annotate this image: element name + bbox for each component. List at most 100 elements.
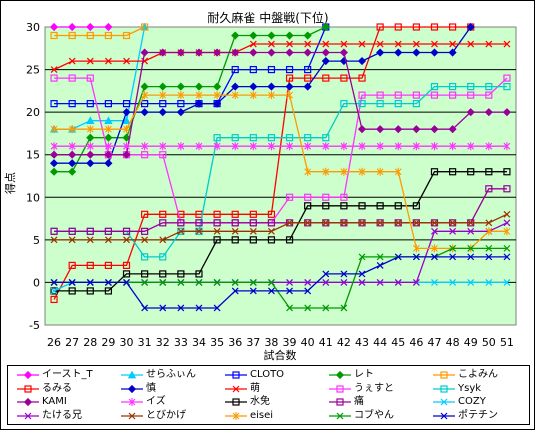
data-point: [322, 304, 330, 312]
data-point: [503, 185, 511, 193]
data-point: [249, 65, 257, 74]
data-point: [358, 219, 366, 227]
data-point: [358, 167, 366, 176]
data-point: [340, 40, 348, 48]
data-point: [376, 219, 384, 227]
data-point: [286, 304, 293, 312]
x-tick-label: 39: [283, 336, 297, 349]
data-point: [485, 82, 493, 91]
data-point: [503, 40, 511, 48]
data-point: [285, 74, 294, 82]
data-point: [213, 99, 222, 108]
legend-label: 萌: [250, 382, 260, 394]
data-point: [285, 48, 294, 57]
series-line: [54, 256, 507, 309]
legend-swatch: [329, 412, 351, 419]
data-point: [249, 82, 258, 91]
data-point: [430, 91, 439, 99]
data-point: [158, 48, 167, 57]
data-point: [249, 210, 257, 218]
legend-label: 痛: [354, 396, 364, 407]
x-tick-label: 49: [464, 336, 478, 349]
data-point: [466, 108, 475, 117]
data-point: [231, 91, 239, 100]
legend-marker: [440, 384, 448, 393]
data-point: [213, 134, 221, 142]
data-point: [86, 125, 94, 134]
legend-marker: [127, 384, 137, 393]
data-point: [267, 219, 276, 227]
x-tick-label: 35: [210, 336, 224, 349]
x-tick-label: 44: [373, 336, 387, 349]
data-point: [141, 151, 149, 159]
data-point: [322, 270, 330, 278]
data-point: [213, 48, 222, 57]
data-point: [304, 304, 312, 312]
data-point: [122, 31, 131, 40]
data-point: [177, 210, 185, 218]
data-point: [430, 125, 439, 134]
data-point: [268, 279, 275, 286]
data-point: [195, 270, 203, 278]
data-point: [104, 159, 113, 168]
x-tick-label: 29: [101, 336, 115, 349]
data-point: [394, 91, 402, 99]
data-point: [176, 82, 185, 91]
x-tick-label: 32: [156, 336, 170, 349]
data-point: [123, 125, 130, 134]
data-point: [412, 279, 420, 286]
series-line: [54, 26, 327, 173]
chart-title: 耐久麻雀 中盤戦(下位): [207, 10, 328, 25]
x-tick-labels: 26 27 28 29 30 31 32 33 34 35 36 37 38 39 40 41 42 43 44 45…: [47, 336, 514, 349]
data-point: [159, 253, 167, 261]
data-point: [177, 304, 185, 312]
data-point: [213, 219, 221, 227]
x-tick-label: 40: [301, 336, 315, 349]
data-point: [105, 142, 112, 151]
data-point: [68, 159, 77, 168]
data-point: [141, 279, 149, 286]
data-point: [340, 279, 348, 286]
legend-marker: [24, 384, 32, 393]
data-point: [268, 91, 275, 100]
series-line: [54, 26, 327, 105]
data-point: [340, 219, 348, 227]
data-point: [376, 261, 384, 269]
data-point: [376, 40, 384, 48]
data-point: [104, 236, 112, 244]
y-tick-label: 5: [33, 234, 40, 247]
data-point: [286, 91, 293, 100]
legend-swatch: [433, 384, 455, 393]
data-point: [394, 142, 402, 151]
data-point: [430, 168, 439, 176]
x-tick-label: 36: [228, 336, 242, 349]
legend-label: COZY: [458, 396, 486, 407]
y-tick-label: 0: [33, 276, 40, 289]
data-point: [268, 142, 275, 151]
legend-label: イースト_T: [42, 369, 93, 380]
data-point: [322, 279, 330, 286]
data-point: [231, 287, 239, 295]
data-point: [213, 142, 221, 151]
data-point: [303, 82, 312, 91]
data-point: [304, 287, 312, 295]
data-point: [158, 108, 167, 117]
data-point: [394, 202, 402, 210]
x-tick-label: 46: [409, 336, 423, 349]
series-11: [49, 48, 512, 159]
data-point: [286, 219, 293, 227]
data-point: [86, 236, 94, 244]
x-tick-label: 41: [319, 336, 333, 349]
data-point: [104, 22, 113, 32]
data-point: [140, 82, 149, 91]
data-point: [285, 236, 294, 244]
data-point: [86, 150, 95, 159]
data-point: [140, 108, 149, 117]
data-point: [322, 134, 330, 142]
data-point: [213, 82, 222, 91]
data-point: [195, 219, 203, 227]
data-point: [68, 22, 77, 32]
x-tick-label: 50: [482, 336, 496, 349]
data-point: [49, 22, 59, 32]
data-point: [340, 142, 348, 151]
